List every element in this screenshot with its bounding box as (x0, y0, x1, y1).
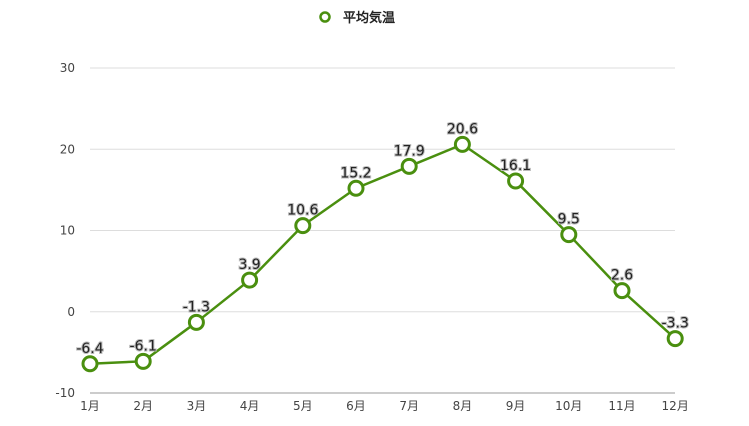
data-point[interactable] (507, 172, 525, 190)
grid (90, 67, 675, 394)
data-point[interactable] (666, 330, 684, 348)
data-label: -6.1 (130, 338, 157, 354)
data-point[interactable] (560, 226, 578, 244)
x-tick-label: 11月 (608, 399, 635, 413)
data-label: 3.9 (238, 257, 260, 273)
x-tick-label: 12月 (662, 399, 689, 413)
data-label: -6.4 (76, 341, 103, 357)
data-label: 10.6 (287, 203, 318, 219)
series-average-temperature (81, 135, 684, 373)
x-tick-label: 7月 (399, 399, 419, 413)
data-point[interactable] (187, 313, 205, 331)
data-point[interactable] (347, 179, 365, 197)
data-label: 16.1 (500, 158, 531, 174)
data-point[interactable] (453, 135, 471, 153)
data-point[interactable] (613, 282, 631, 300)
x-tick-label: 2月 (133, 399, 153, 413)
legend-label: 平均気温 (343, 10, 395, 26)
x-tick-label: 5月 (293, 399, 313, 413)
x-tick-label: 6月 (346, 399, 366, 413)
y-tick-label: -10 (55, 386, 75, 400)
data-point[interactable] (81, 355, 99, 373)
data-label: 9.5 (558, 212, 580, 228)
legend[interactable]: 平均気温 (319, 10, 396, 26)
y-axis: -10 0 10 20 30 (55, 61, 75, 400)
data-point[interactable] (134, 352, 152, 370)
data-labels: -6.4 -6.1 -1.3 3.9 10.6 15.2 17.9 20.6 16.1 9.5 2.… (75, 120, 690, 357)
data-point[interactable] (400, 157, 418, 175)
data-label: 2.6 (611, 268, 633, 284)
x-tick-label: 1月 (80, 399, 100, 413)
data-label: 20.6 (447, 121, 478, 137)
y-tick-label: 20 (60, 142, 75, 156)
x-tick-label: 3月 (187, 399, 207, 413)
data-label: -1.3 (183, 299, 210, 315)
data-label: -3.3 (662, 316, 689, 332)
series-line (89, 143, 677, 365)
legend-marker (319, 11, 331, 23)
y-tick-label: 30 (60, 61, 75, 75)
data-point[interactable] (241, 271, 259, 289)
data-point[interactable] (294, 217, 312, 235)
x-axis: 1月 2月 3月 4月 5月 6月 7月 8月 9月 10月 11月 12月 (80, 399, 689, 413)
y-tick-label: 10 (60, 224, 75, 238)
y-tick-label: 0 (67, 305, 75, 319)
x-tick-label: 10月 (555, 399, 582, 413)
x-tick-label: 8月 (453, 399, 473, 413)
data-label: 17.9 (394, 143, 425, 159)
x-tick-label: 4月 (240, 399, 260, 413)
x-tick-label: 9月 (506, 399, 526, 413)
data-label: 15.2 (340, 165, 371, 181)
